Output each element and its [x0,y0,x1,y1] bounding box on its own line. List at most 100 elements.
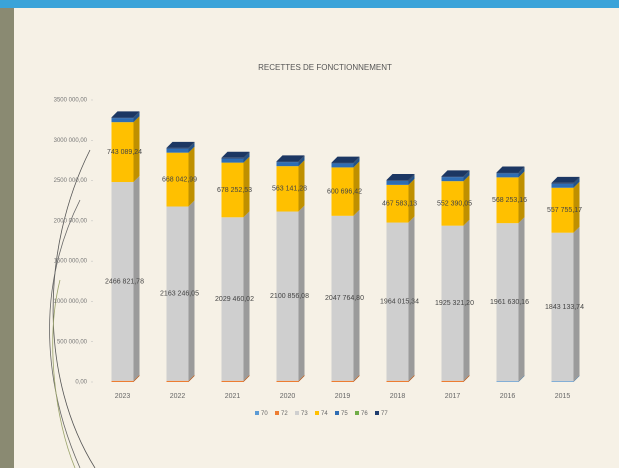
data-label: 600 696,42 [327,188,362,195]
bar-side [243,151,250,159]
x-tick-label: 2022 [170,393,186,400]
bar-segment [496,172,519,174]
bar-side [573,176,580,184]
bar-side [133,112,140,123]
bar-side [188,374,195,382]
x-tick-label: 2019 [335,393,351,400]
bar-side [353,157,360,168]
legend-swatch [295,411,299,415]
data-label: 467 583,13 [382,201,417,208]
data-label: 1843 133,74 [545,304,584,311]
x-tick-label: 2015 [555,393,571,400]
bar-top [496,166,525,173]
legend-swatch [315,411,319,415]
data-label: 2100 856,08 [270,293,309,300]
bar-top [441,170,470,177]
bar-segment [496,381,519,382]
bar-segment [496,223,519,382]
bar-side [298,160,305,212]
legend-swatch [255,411,259,415]
decor-curve [52,279,76,468]
y-tick-label: 2000 000,00 [54,218,88,224]
x-tick-label: 2016 [500,393,516,400]
bar-side [573,177,580,188]
data-label: 743 089,24 [107,149,142,156]
bar-segment [551,183,574,188]
bar-side [518,375,525,382]
top-border [0,0,619,8]
bar-top [551,176,580,183]
bar-side [243,211,250,381]
bar-segment [276,211,299,381]
x-tick-label: 2020 [280,393,296,400]
x-tick-label: 2023 [115,393,131,400]
y-tick-label: 2500 000,00 [54,178,88,184]
bar-segment [496,173,519,178]
bar-top [276,155,305,162]
bar-segment [166,147,189,149]
data-label: 1964 015,34 [380,299,419,306]
bar-top [221,151,250,158]
y-tick-label: 1000 000,00 [54,299,88,305]
legend-swatch [275,411,279,415]
data-label: 2047 764,80 [325,295,364,302]
legend-swatch [375,411,379,415]
bar-segment [276,162,299,167]
bar-segment [111,118,134,123]
data-label: 2163 246,05 [160,290,199,297]
bar-side [243,152,250,163]
bar-segment [551,187,574,233]
bar-side [463,374,470,382]
bar-segment [221,162,244,218]
bar-segment [276,166,299,212]
data-label: 1961 630,16 [490,299,529,306]
x-tick-label: 2018 [390,393,406,400]
bar-segment [276,380,299,382]
bar-segment [111,117,134,119]
legend-label: 72 [281,411,288,417]
bar-side [353,209,360,381]
data-label: 668 042,99 [162,176,197,183]
bar-top [331,156,360,163]
legend-swatch [335,411,339,415]
legend-label: 73 [301,411,308,417]
bar-side [298,156,305,167]
bar-top [111,111,140,118]
legend-label: 70 [261,411,268,417]
data-label: 552 390,05 [437,200,472,207]
bar-side [573,181,580,233]
bar-side [188,146,195,207]
bar-side [463,219,470,381]
chart-title: RECETTES DE FONCTIONNEMENT [258,63,392,72]
bar-segment [276,161,299,163]
decor-curve [52,149,96,468]
bar-segment [331,380,354,382]
bar-segment [166,206,189,381]
bar-side [353,161,360,216]
y-tick-label: 500 000,00 [57,339,88,345]
bar-side [133,374,140,382]
bar-segment [221,158,244,163]
legend-label: 74 [321,411,328,417]
bar-segment [166,152,189,207]
bar-side [463,175,470,226]
legend-label: 76 [361,411,368,417]
bar-side [188,141,195,149]
data-label: 2466 821,78 [105,278,144,285]
bar-side [353,374,360,382]
bar-segment [441,177,464,182]
bar-side [408,216,415,381]
bar-segment [386,180,409,185]
bar-segment [166,148,189,153]
bar-segment [111,122,134,183]
bar-side [408,374,415,382]
y-tick-label: 3500 000,00 [54,98,88,104]
bar-side [133,116,140,183]
data-label: 563 141,28 [272,186,307,193]
bar-segment [441,181,464,226]
legend-swatch [355,411,359,415]
data-label: 2029 460,02 [215,296,254,303]
data-label: 568 253,16 [492,197,527,204]
legend-label: 77 [381,411,388,417]
